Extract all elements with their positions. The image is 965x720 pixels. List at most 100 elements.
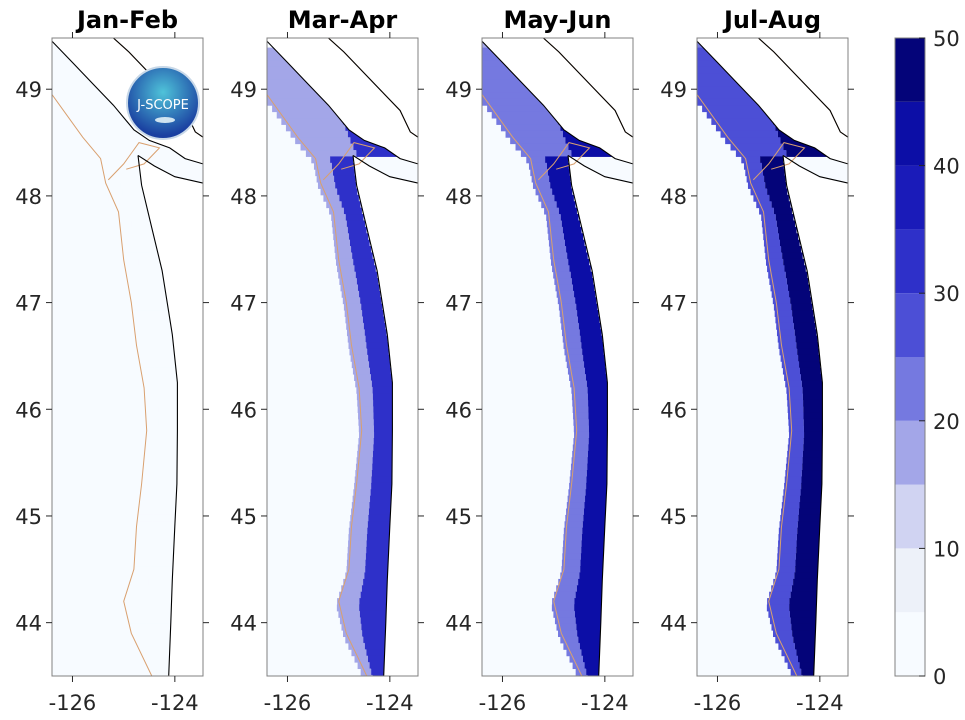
concentration-cell <box>791 585 818 593</box>
land-vancouver-island <box>697 38 848 164</box>
concentration-cell <box>267 79 335 87</box>
concentration-cell <box>80 137 136 145</box>
concentration-cell <box>345 316 363 324</box>
y-tick-label: 48 <box>15 185 42 209</box>
concentration-cell <box>368 508 391 516</box>
x-tick-label: -124 <box>151 691 199 715</box>
concentration-cell <box>132 335 151 343</box>
concentration-cell <box>356 386 373 394</box>
concentration-cell <box>155 374 177 381</box>
colorbar-tick-label: 0 <box>933 665 946 689</box>
concentration-cell <box>158 406 178 413</box>
concentration-cell <box>151 534 175 542</box>
concentration-cell <box>584 502 607 509</box>
concentration-cell <box>784 265 806 273</box>
concentration-cell <box>552 598 575 606</box>
concentration-cell <box>52 92 120 100</box>
concentration-cell <box>787 284 810 292</box>
concentration-cell <box>776 329 795 337</box>
concentration-cell <box>777 226 797 234</box>
concentration-cell <box>158 399 178 407</box>
concentration-cell <box>775 636 794 644</box>
concentration-cell <box>711 118 773 125</box>
concentration-cell <box>146 623 171 631</box>
concentration-cell <box>124 194 144 202</box>
concentration-cell <box>61 111 126 119</box>
concentration-cell <box>562 226 582 234</box>
concentration-cell <box>149 329 172 337</box>
concentration-cell <box>575 297 597 305</box>
concentration-cell <box>157 393 178 401</box>
concentration-cell <box>147 310 169 317</box>
concentration-cell <box>802 386 823 394</box>
concentration-cell <box>798 655 815 663</box>
concentration-cell <box>102 182 121 189</box>
concentration-cell <box>357 284 380 292</box>
concentration-cell <box>157 674 169 676</box>
concentration-cell <box>549 246 567 253</box>
concentration-cell <box>582 521 606 529</box>
concentration-cell <box>799 361 821 369</box>
concentration-cell <box>366 546 389 554</box>
concentration-cell <box>585 489 607 497</box>
concentration-cell <box>562 335 581 343</box>
concentration-cell <box>137 367 155 375</box>
concentration-cell <box>144 604 172 612</box>
concentration-cell <box>140 271 163 279</box>
concentration-cell <box>789 610 817 618</box>
concentration-cell <box>584 361 606 369</box>
concentration-cell <box>143 418 159 426</box>
concentration-cell <box>763 169 785 177</box>
concentration-cell <box>146 303 168 311</box>
concentration-cell <box>344 310 363 317</box>
concentration-cell <box>577 310 599 317</box>
concentration-cell <box>341 201 361 209</box>
concentration-cell <box>572 399 589 407</box>
concentration-cell <box>137 495 156 503</box>
concentration-cell <box>367 527 390 535</box>
concentration-cell <box>538 194 555 202</box>
coastline <box>758 38 848 138</box>
concentration-cell <box>141 278 164 285</box>
concentration-cell <box>553 610 575 618</box>
concentration-cell <box>358 418 374 426</box>
concentration-cell <box>589 431 608 439</box>
concentration-cell <box>356 150 418 157</box>
concentration-cell <box>779 348 798 356</box>
concentration-cell <box>365 335 388 343</box>
concentration-cell <box>372 674 384 676</box>
concentration-cell <box>588 399 608 407</box>
concentration-cell <box>563 527 583 535</box>
concentration-cell <box>130 316 148 324</box>
concentration-cell <box>66 118 128 125</box>
y-tick-label: 45 <box>15 505 42 529</box>
concentration-cell <box>785 463 803 471</box>
concentration-cell <box>373 412 393 420</box>
concentration-cell <box>780 354 799 362</box>
concentration-cell <box>148 578 173 586</box>
concentration-cell <box>797 348 819 356</box>
concentration-cell <box>790 297 812 305</box>
concentration-cell <box>587 457 608 465</box>
concentration-cell <box>295 137 351 145</box>
concentration-cell <box>788 418 804 426</box>
concentration-cell <box>130 572 150 580</box>
concentration-cell <box>583 655 600 663</box>
concentration-cell <box>520 150 572 157</box>
concentration-cell <box>367 521 391 529</box>
concentration-cell <box>370 489 392 497</box>
concentration-cell <box>577 316 600 324</box>
shelf-contour <box>52 94 153 676</box>
concentration-cell <box>505 130 563 138</box>
concentration-cell <box>142 284 165 292</box>
concentration-cell <box>797 527 820 535</box>
concentration-cell <box>368 514 391 522</box>
concentration-cell <box>348 540 367 548</box>
concentration-cell <box>789 604 817 612</box>
concentration-cell <box>577 630 601 638</box>
concentration-cell <box>554 278 572 285</box>
concentration-cell <box>573 418 589 426</box>
concentration-cell <box>500 124 561 132</box>
concentration-cell <box>776 566 796 574</box>
concentration-cell <box>52 98 121 106</box>
